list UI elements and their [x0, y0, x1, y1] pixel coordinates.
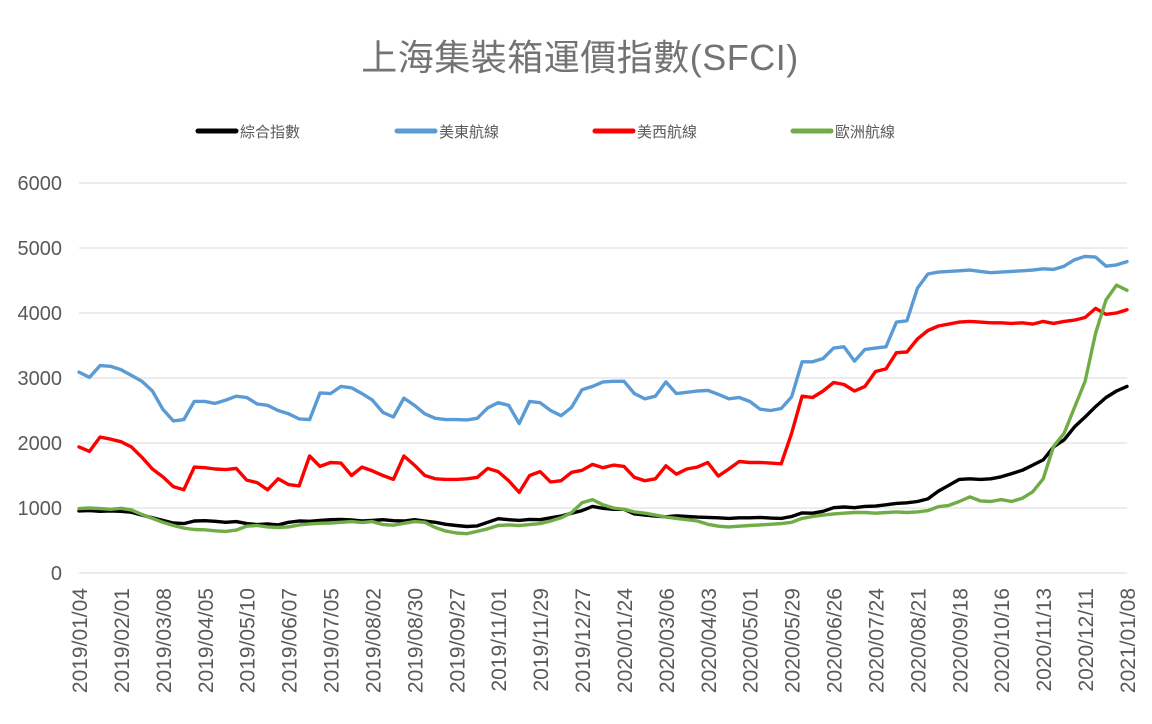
x-axis-label: 2020/06/26 [824, 588, 847, 693]
x-axis-label: 2019/12/27 [572, 588, 595, 693]
y-axis-label: 6000 [18, 173, 63, 195]
x-axis-label: 2020/12/11 [1075, 588, 1098, 692]
series-line-us-east-route [77, 254, 1129, 426]
x-axis-label: 2020/08/21 [907, 588, 930, 693]
x-axis-label: 2020/01/24 [614, 588, 637, 693]
x-axis-label: 2019/11/01 [488, 588, 511, 692]
x-axis-label: 2019/03/08 [153, 588, 176, 693]
chart-title: 上海集裝箱運價指數(SFCI) [361, 37, 798, 78]
x-axis-label: 2019/09/27 [446, 588, 469, 693]
x-axis-label: 2019/01/04 [69, 588, 92, 693]
y-axis-label: 3000 [18, 368, 63, 390]
x-axis-label: 2019/06/07 [279, 588, 302, 693]
x-axis-label: 2020/05/29 [782, 588, 805, 693]
legend-item-europe[interactable]: 歐洲航線 [790, 124, 895, 141]
x-axis-label: 2020/04/03 [698, 588, 721, 693]
y-axis-label: 5000 [18, 238, 63, 260]
y-axis-label: 4000 [18, 303, 63, 325]
x-axis-label: 2019/02/01 [111, 588, 134, 693]
y-axis-label: 2000 [18, 433, 63, 455]
x-axis-label: 2020/03/06 [656, 588, 679, 693]
chart-legend: 綜合指數 美東航線 美西航線 歐洲航線 [195, 124, 895, 141]
legend-label-us-east: 美東航線 [439, 124, 499, 141]
y-axis-label: 0 [51, 563, 62, 585]
x-axis-label: 2020/10/16 [991, 588, 1014, 693]
x-axis-label: 2021/01/08 [1117, 588, 1140, 693]
x-axis-label: 2019/08/30 [404, 588, 427, 693]
legend-label-europe: 歐洲航線 [835, 124, 895, 141]
legend-label-us-west: 美西航線 [637, 124, 697, 141]
x-axis-label: 2020/05/01 [740, 588, 763, 693]
legend-label-composite: 綜合指數 [240, 124, 300, 141]
legend-item-composite[interactable]: 綜合指數 [195, 124, 300, 141]
x-axis-label: 2020/09/18 [949, 588, 972, 693]
series-line-europe-route [77, 283, 1129, 536]
x-axis-label: 2019/07/05 [321, 588, 344, 693]
plot-area: 0 1000 2000 3000 4000 5000 6000 2019/01/04 2019/… [18, 173, 1141, 693]
x-axis-label: 2019/05/10 [237, 588, 260, 693]
x-axis-label: 2019/11/29 [530, 588, 553, 692]
series-line-us-west-route [77, 306, 1129, 495]
x-axis-label: 2020/07/24 [865, 588, 888, 693]
x-axis-label: 2020/11/13 [1033, 588, 1056, 692]
x-axis-label: 2019/08/02 [362, 588, 385, 693]
x-axis-label: 2019/04/05 [195, 588, 218, 693]
y-axis-label: 1000 [18, 498, 63, 520]
legend-item-us-west[interactable]: 美西航線 [592, 124, 697, 141]
legend-item-us-east[interactable]: 美東航線 [394, 124, 499, 141]
